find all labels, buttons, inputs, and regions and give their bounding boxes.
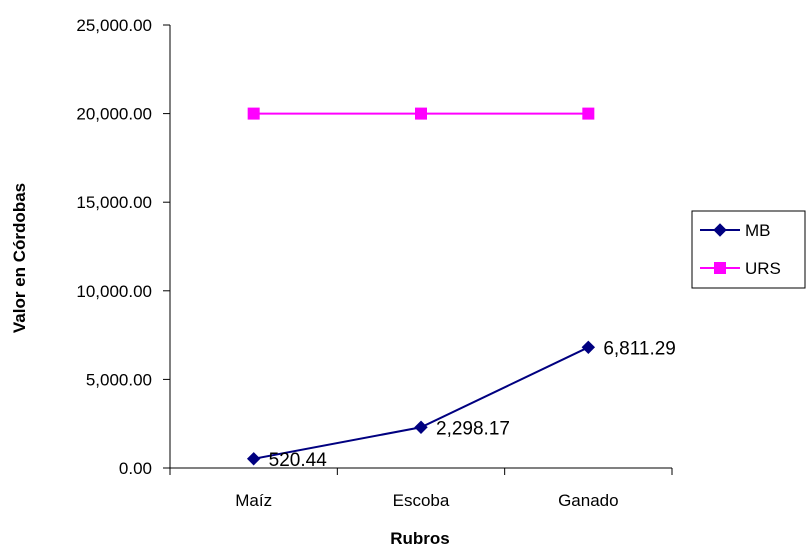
x-tick-label: Escoba [393, 491, 450, 510]
data-label-mb: 6,811.29 [603, 338, 676, 359]
x-axis-title: Rubros [390, 529, 450, 548]
y-tick-label: 25,000.00 [76, 16, 152, 35]
data-point-mb [581, 340, 596, 355]
y-tick-label: 0.00 [119, 459, 152, 478]
legend-marker-urs [714, 262, 726, 274]
data-point-urs [415, 107, 427, 120]
legend-label-mb: MB [745, 221, 771, 240]
chart-axes [169, 25, 672, 469]
x-tick-label: Maíz [235, 491, 272, 510]
legend-label-urs: URS [745, 259, 781, 278]
y-tick-label: 20,000.00 [76, 105, 152, 124]
data-point-mb [414, 420, 428, 434]
data-label-mb: 2,298.17 [436, 418, 510, 439]
legend-marker-mb [713, 223, 727, 237]
y-tick-label: 10,000.00 [76, 282, 152, 301]
data-labels: 520.44 2,298.17 6,811.29 [269, 338, 676, 470]
y-tick-label: 5,000.00 [86, 370, 152, 389]
legend: MB URS [691, 210, 806, 289]
data-point-urs [582, 107, 595, 120]
x-axis-ticks: Maíz Escoba Ganado [169, 468, 673, 510]
data-point-urs [247, 107, 260, 120]
y-axis-title: Valor en Córdobas [10, 183, 29, 333]
data-point-mb [246, 452, 261, 466]
chart-series [246, 107, 596, 466]
series-line-mb [253, 346, 589, 460]
y-axis-ticks: 0.00 5,000.00 10,000.00 15,000.00 20,000.00 2… [76, 16, 170, 478]
y-tick-label: 15,000.00 [76, 193, 152, 212]
legend-box [691, 210, 806, 289]
x-tick-label: Ganado [558, 491, 619, 510]
data-label-mb: 520.44 [269, 450, 328, 471]
